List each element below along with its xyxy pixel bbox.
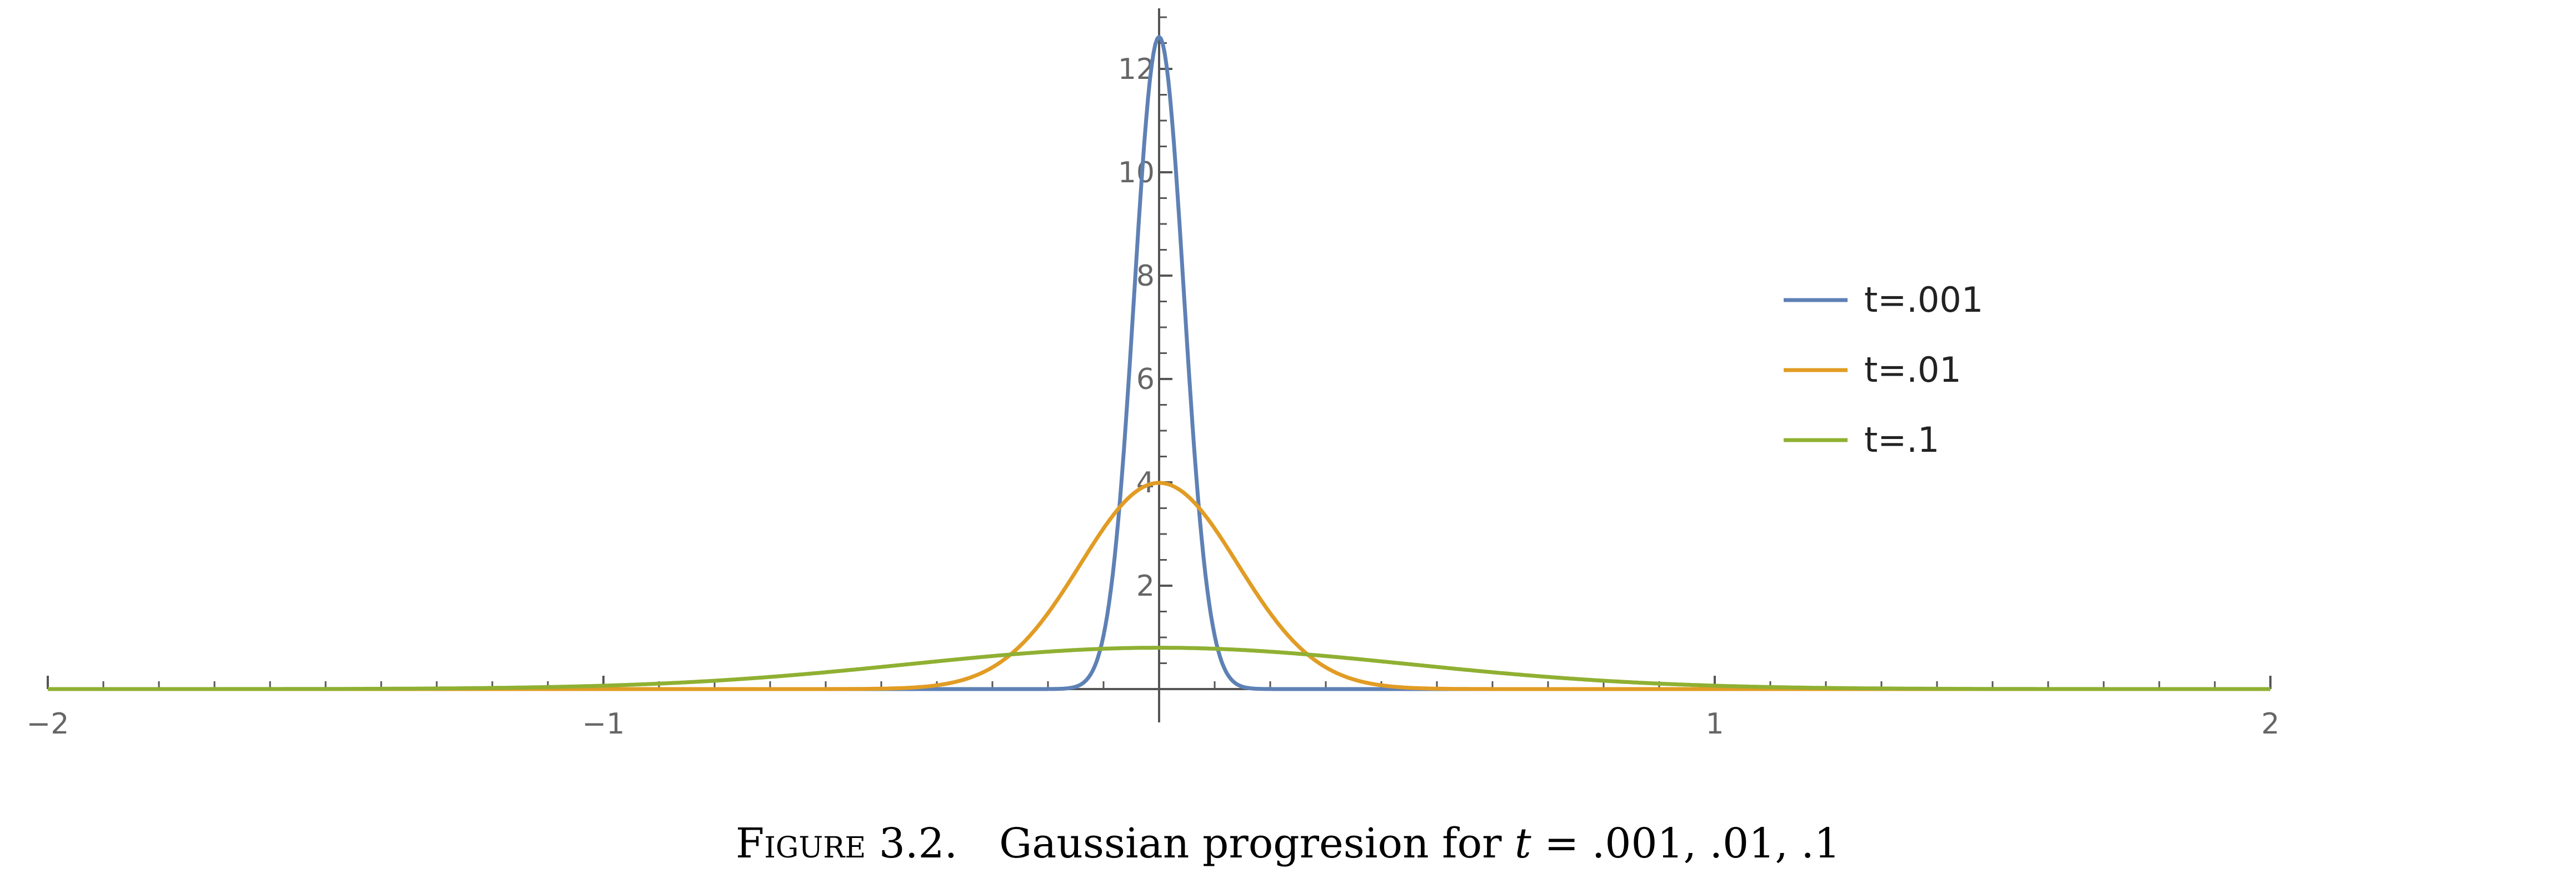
figure-caption: Figure 3.2. Gaussian progresion for t = … [0,820,2576,867]
caption-text: Gaussian progresion for [999,820,1502,867]
x-tick-label: −2 [27,707,69,741]
caption-variable: t [1515,820,1531,867]
caption-values: = .001, .01, .1 [1544,820,1840,867]
series-line-3 [47,646,2271,691]
legend-label: t=.1 [1864,420,1939,460]
legend: t=.001 t=.01 t=.1 [1784,280,1983,460]
x-tick-label: 2 [2261,707,2279,741]
x-tick-label: −1 [582,707,625,741]
legend-label: t=.001 [1864,280,1983,320]
x-tick-label: 1 [1705,707,1724,741]
caption-label: Figure 3.2. [736,820,958,867]
y-tick-label: 10 [1118,156,1155,189]
y-tick-label: 8 [1136,260,1155,293]
legend-label: t=.01 [1864,350,1961,390]
y-tick-label: 2 [1136,570,1155,603]
y-tick-label: 6 [1136,363,1155,396]
series-lines [47,34,2271,691]
